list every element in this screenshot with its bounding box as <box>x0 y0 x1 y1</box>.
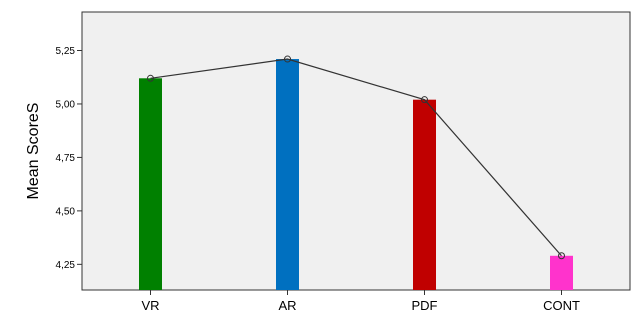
x-tick-label: CONT <box>543 298 580 313</box>
x-tick-label: AR <box>278 298 296 313</box>
bar-ar <box>276 59 299 290</box>
x-tick-label: PDF <box>412 298 438 313</box>
bar-series <box>139 59 573 291</box>
y-tick-label: 4,75 <box>56 153 76 164</box>
x-tick-label: VR <box>141 298 159 313</box>
y-axis-title: Mean ScoreS <box>25 103 42 200</box>
x-axis: VR AR PDF CONT <box>141 290 580 313</box>
bar-cont <box>550 255 573 290</box>
line-point <box>558 252 565 260</box>
y-tick-label: 5,25 <box>56 46 76 57</box>
line-point <box>284 55 291 63</box>
y-tick-label: 4,25 <box>56 260 76 271</box>
y-axis: 4,25 4,50 4,75 5,00 5,25 <box>56 46 82 271</box>
bar-vr <box>139 78 162 291</box>
bar-pdf <box>413 99 436 290</box>
line-point <box>147 74 154 82</box>
mean-line <box>150 58 562 257</box>
plot-area <box>81 11 631 291</box>
mean-line-series <box>147 55 565 260</box>
line-point <box>421 96 428 104</box>
y-tick-label: 4,50 <box>56 206 76 217</box>
y-tick-label: 5,00 <box>56 99 76 110</box>
